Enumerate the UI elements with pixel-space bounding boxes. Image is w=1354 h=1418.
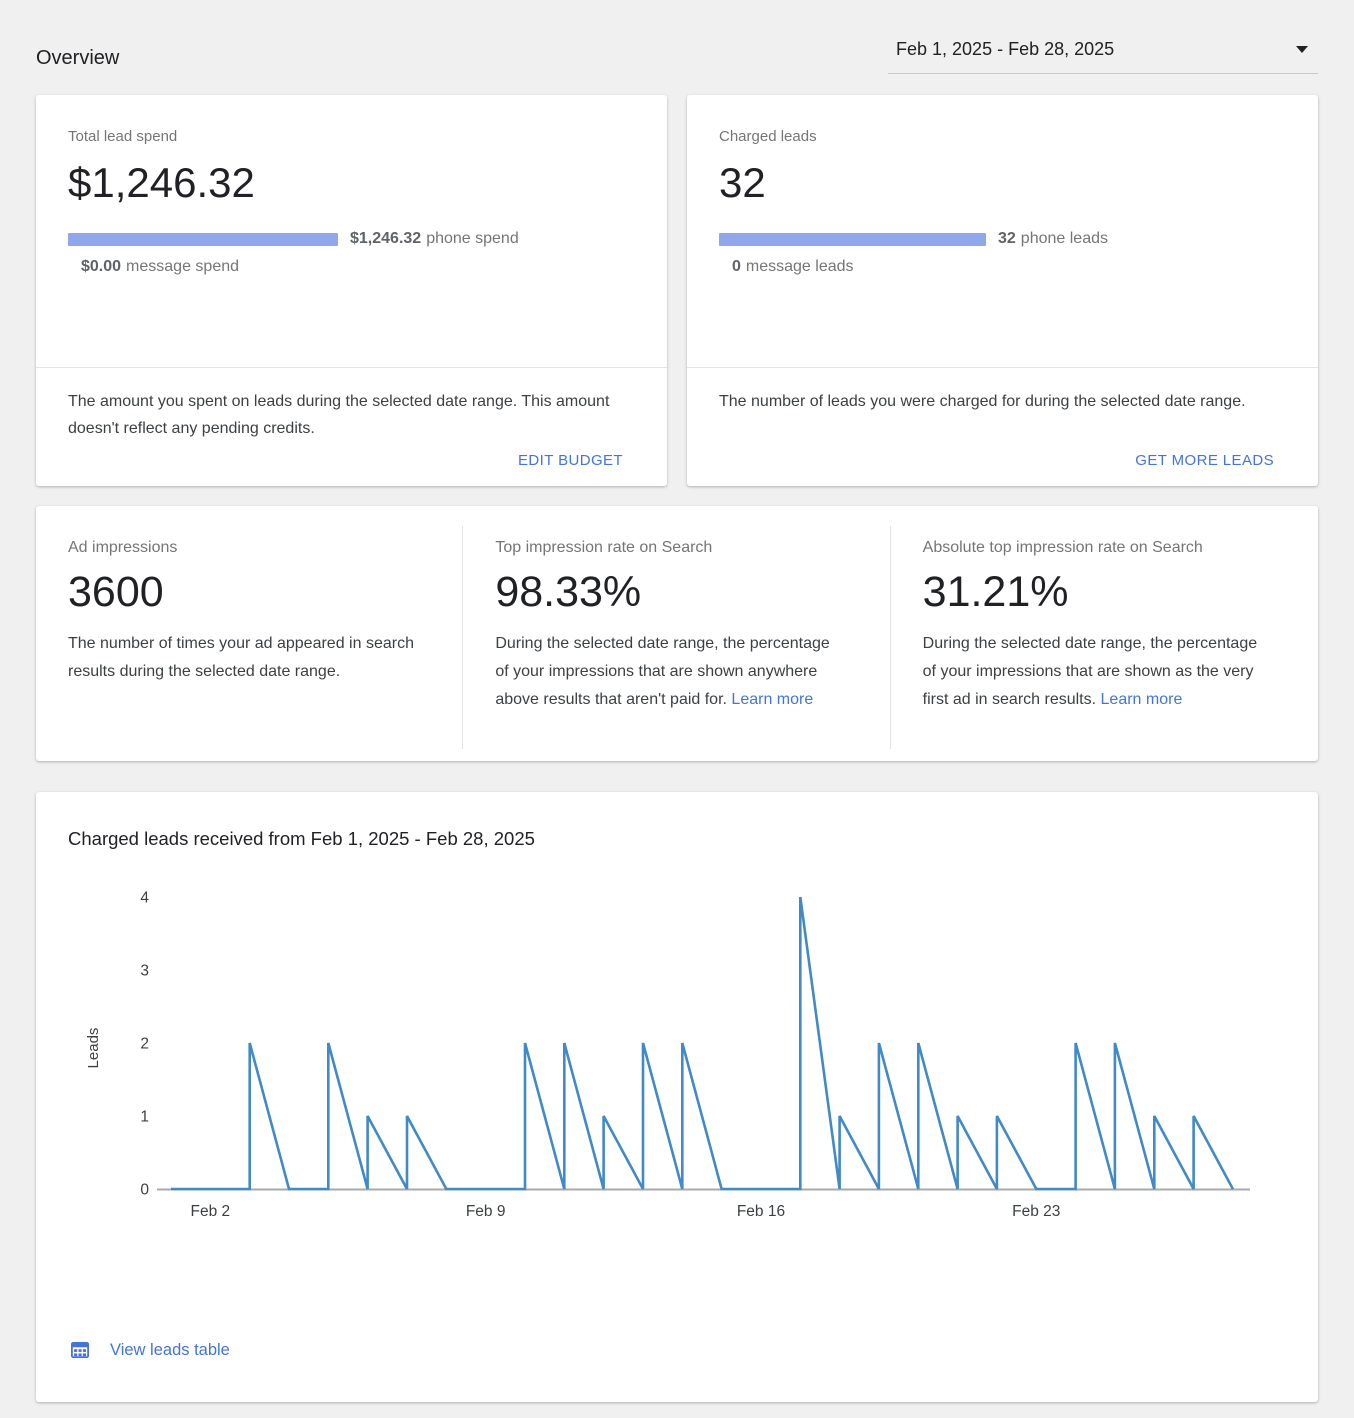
impression-stats-card: Ad impressions 3600 The number of times … bbox=[36, 506, 1318, 761]
view-leads-table-button[interactable]: View leads table bbox=[68, 1338, 230, 1362]
stat-absolute-top-impression-rate: Absolute top impression rate on Search 3… bbox=[891, 506, 1318, 761]
total-lead-spend-value: $1,246.32 bbox=[68, 159, 255, 206]
charged-leads-line-chart: 0 1 2 3 4 Leads Feb 2 Feb 9 Feb 16 Feb 23 bbox=[85, 890, 1250, 1220]
page-header: Overview Feb 1, 2025 - Feb 28, 2025 bbox=[36, 0, 1318, 74]
phone-spend-bar bbox=[68, 232, 338, 246]
message-leads-count: 0 bbox=[732, 258, 741, 276]
phone-spend-row: $1,246.32 phone spend bbox=[68, 230, 635, 248]
total-lead-spend-footer: The amount you spent on leads during the… bbox=[36, 367, 667, 486]
charged-leads-footer: The number of leads you were charged for… bbox=[687, 367, 1318, 486]
phone-leads-row: 32 phone leads bbox=[719, 230, 1286, 248]
chart-title: Charged leads received from Feb 1, 2025 … bbox=[68, 828, 535, 849]
stat-top-impression-rate: Top impression rate on Search 98.33% Dur… bbox=[463, 506, 891, 761]
top-impression-rate-value: 98.33% bbox=[495, 568, 642, 616]
total-lead-spend-card: Total lead spend $1,246.32 $1,246.32 phon… bbox=[36, 95, 667, 486]
stat-title: Absolute top impression rate on Search bbox=[922, 539, 1203, 556]
svg-text:Feb 23: Feb 23 bbox=[1012, 1203, 1060, 1220]
svg-text:1: 1 bbox=[140, 1109, 149, 1126]
card-title: Total lead spend bbox=[68, 128, 178, 145]
table-icon bbox=[71, 1342, 90, 1358]
learn-more-link[interactable]: Learn more bbox=[731, 691, 814, 709]
svg-text:0: 0 bbox=[140, 1182, 149, 1199]
ad-impressions-value: 3600 bbox=[68, 568, 164, 616]
edit-budget-button[interactable]: EDIT BUDGET bbox=[518, 452, 623, 469]
svg-text:2: 2 bbox=[140, 1036, 149, 1053]
phone-spend-amount: $1,246.32 bbox=[350, 230, 422, 248]
get-more-leads-button[interactable]: GET MORE LEADS bbox=[1135, 452, 1274, 469]
phone-spend-label: $1,246.32 phone spend bbox=[350, 230, 519, 248]
svg-text:Feb 9: Feb 9 bbox=[466, 1203, 506, 1220]
charged-leads-card: Charged leads 32 32 phone leads 0 message … bbox=[687, 95, 1318, 486]
svg-text:Feb 16: Feb 16 bbox=[737, 1203, 785, 1220]
phone-leads-label: 32 phone leads bbox=[998, 230, 1108, 248]
charged-leads-body: Charged leads 32 32 phone leads 0 message … bbox=[687, 95, 1318, 367]
stat-description: The number of times your ad appeared in … bbox=[68, 635, 414, 681]
charged-leads-chart-card: 0 1 2 3 4 Leads Feb 2 Feb 9 Feb 16 Feb 23 Charged… bbox=[36, 792, 1318, 1402]
phone-leads-bar bbox=[719, 232, 986, 246]
metric-cards-row: Total lead spend $1,246.32 $1,246.32 phon… bbox=[36, 95, 1318, 486]
view-leads-table-label: View leads table bbox=[110, 1340, 230, 1359]
total-lead-spend-body: Total lead spend $1,246.32 $1,246.32 phon… bbox=[36, 95, 667, 367]
message-spend-amount: $0.00 bbox=[81, 258, 122, 276]
svg-text:Feb 2: Feb 2 bbox=[191, 1203, 231, 1220]
card-description: The amount you spent on leads during the… bbox=[68, 393, 610, 437]
svg-text:4: 4 bbox=[140, 890, 149, 907]
svg-text:3: 3 bbox=[140, 963, 149, 980]
stat-description: During the selected date range, the perc… bbox=[922, 635, 1258, 709]
stat-title: Top impression rate on Search bbox=[495, 539, 713, 556]
date-range-value: Feb 1, 2025 - Feb 28, 2025 bbox=[896, 39, 1115, 59]
date-range-selector[interactable]: Feb 1, 2025 - Feb 28, 2025 bbox=[888, 39, 1318, 74]
svg-text:Leads: Leads bbox=[85, 1028, 102, 1069]
stat-description: During the selected date range, the perc… bbox=[495, 635, 830, 709]
vertical-divider bbox=[889, 526, 891, 749]
learn-more-link[interactable]: Learn more bbox=[1100, 691, 1183, 709]
stat-ad-impressions: Ad impressions 3600 The number of times … bbox=[36, 506, 464, 761]
chevron-down-icon bbox=[1296, 46, 1308, 53]
vertical-divider bbox=[462, 526, 464, 749]
message-spend-label: $0.00 message spend bbox=[81, 258, 240, 276]
phone-leads-count: 32 bbox=[998, 230, 1016, 248]
card-description: The number of leads you were charged for… bbox=[719, 393, 1246, 410]
page-title: Overview bbox=[36, 47, 120, 69]
message-leads-label: 0 message leads bbox=[732, 258, 854, 276]
card-title: Charged leads bbox=[719, 128, 817, 145]
charged-leads-value: 32 bbox=[719, 159, 766, 206]
stat-title: Ad impressions bbox=[68, 539, 178, 556]
absolute-top-impression-rate-value: 31.21% bbox=[922, 568, 1069, 616]
